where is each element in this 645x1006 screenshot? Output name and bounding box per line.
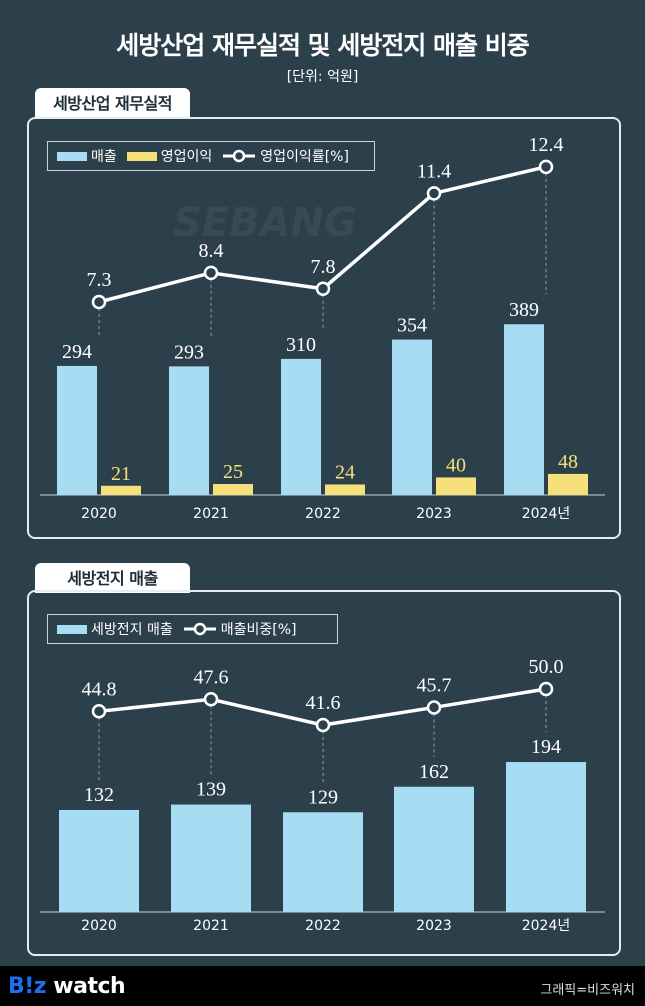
sales-bar <box>504 324 544 495</box>
margin-data-label: 7.3 <box>87 269 112 291</box>
chart1-panel <box>27 117 621 539</box>
legend-item-margin: 영업이익률[%] <box>222 146 349 166</box>
share-point <box>91 704 107 719</box>
x-tick-label: 2024년 <box>522 506 571 522</box>
sales-bar <box>169 366 209 495</box>
x-tick-label: 2022 <box>305 918 341 934</box>
battery-sales-bar <box>506 762 586 912</box>
margin-point <box>203 265 219 281</box>
legend-item-profit: 영업이익 <box>126 146 213 166</box>
share-point <box>315 717 331 733</box>
chart2-title-tab: 세방전지 매출 <box>35 563 190 593</box>
legend-label: 세방전지 매출 <box>91 622 173 638</box>
legend-label: 영업이익률[%] <box>260 149 349 165</box>
x-tick-label: 2023 <box>416 506 452 522</box>
sales-data-label: 293 <box>174 341 204 363</box>
battery-sales-data-label: 162 <box>419 761 449 783</box>
legend-label: 영업이익 <box>160 149 213 165</box>
margin-point <box>315 281 331 296</box>
x-tick-label: 2021 <box>193 918 229 934</box>
charts-svg: SEBANG 294 21 2020 293 25 2021 310 24 2022 354 40 2… <box>40 134 605 934</box>
margin-data-label: 12.4 <box>529 134 564 156</box>
sales-bar <box>392 339 432 495</box>
sales-data-label: 354 <box>397 315 427 337</box>
profit-data-label: 40 <box>446 454 466 476</box>
legend-item-sales: 매출 <box>57 146 117 166</box>
legend-item-battery-sales: 세방전지 매출 <box>57 619 173 639</box>
sales-data-label: 389 <box>509 299 539 321</box>
x-tick-label: 2024년 <box>522 918 571 934</box>
profit-data-label: 24 <box>335 461 355 483</box>
x-tick-label: 2020 <box>81 918 117 934</box>
margin-point <box>426 186 442 201</box>
chart1-title-tab: 세방산업 재무실적 <box>35 88 190 118</box>
chart2-panel <box>27 590 621 956</box>
x-tick-label: 2022 <box>305 506 341 522</box>
share-point <box>426 700 442 715</box>
line-marker-icon <box>223 149 256 163</box>
x-tick-label: 2021 <box>193 506 229 522</box>
battery-sales-bar <box>394 786 474 912</box>
battery-sales-bar <box>283 812 363 912</box>
battery-sales-bar <box>59 809 139 912</box>
margin-point <box>538 159 554 175</box>
sales-data-label: 310 <box>286 334 316 356</box>
margin-point <box>91 294 107 310</box>
share-point <box>203 692 219 707</box>
sales-swatch-icon <box>57 624 87 634</box>
share-data-label: 47.6 <box>194 666 229 688</box>
page-title: 세방산업 재무실적 및 세방전지 매출 비중 <box>116 31 530 60</box>
battery-sales-data-label: 129 <box>308 786 338 808</box>
profit-data-label: 21 <box>111 463 131 485</box>
battery-sales-data-label: 139 <box>196 779 226 801</box>
battery-sales-bar <box>171 804 251 912</box>
share-data-label: 41.6 <box>306 692 341 714</box>
sales-bar <box>57 365 97 495</box>
profit-bar <box>101 485 141 495</box>
legend-item-share: 매출비중[%] <box>183 619 297 639</box>
margin-data-label: 11.4 <box>417 160 451 182</box>
share-data-label: 44.8 <box>82 678 117 700</box>
share-point <box>538 681 554 697</box>
bizwatch-logo: B!z watch <box>8 974 126 999</box>
chart2-legend: 세방전지 매출 매출비중[%] <box>47 614 338 644</box>
legend-label: 매출 <box>91 149 117 165</box>
sales-bar <box>281 358 321 495</box>
profit-data-label: 25 <box>223 461 243 483</box>
share-data-label: 45.7 <box>417 674 452 696</box>
profit-data-label: 48 <box>558 451 578 473</box>
profit-bar <box>325 484 365 495</box>
legend-label: 매출비중[%] <box>220 622 297 638</box>
profit-swatch-icon <box>126 151 157 161</box>
margin-data-label: 7.8 <box>311 256 336 278</box>
credit: 그래픽=비즈워치 <box>540 983 635 998</box>
profit-bar <box>213 484 253 495</box>
profit-bar <box>548 473 588 495</box>
share-data-label: 50.0 <box>529 656 564 678</box>
x-tick-label: 2020 <box>81 506 117 522</box>
margin-data-label: 8.4 <box>199 240 224 262</box>
battery-sales-data-label: 132 <box>84 784 114 806</box>
unit-subtitle: [단위: 억원] <box>286 69 359 85</box>
sales-data-label: 294 <box>62 341 92 363</box>
profit-bar <box>436 477 476 495</box>
battery-sales-data-label: 194 <box>531 736 561 758</box>
watermark-logo: SEBANG <box>173 200 357 246</box>
footer: B!z watch 그래픽=비즈워치 <box>0 966 645 1006</box>
line-marker-icon <box>183 622 216 636</box>
x-tick-label: 2023 <box>416 918 452 934</box>
sales-swatch-icon <box>57 151 87 161</box>
chart1-legend: 매출 영업이익 영업이익률[%] <box>47 141 375 171</box>
